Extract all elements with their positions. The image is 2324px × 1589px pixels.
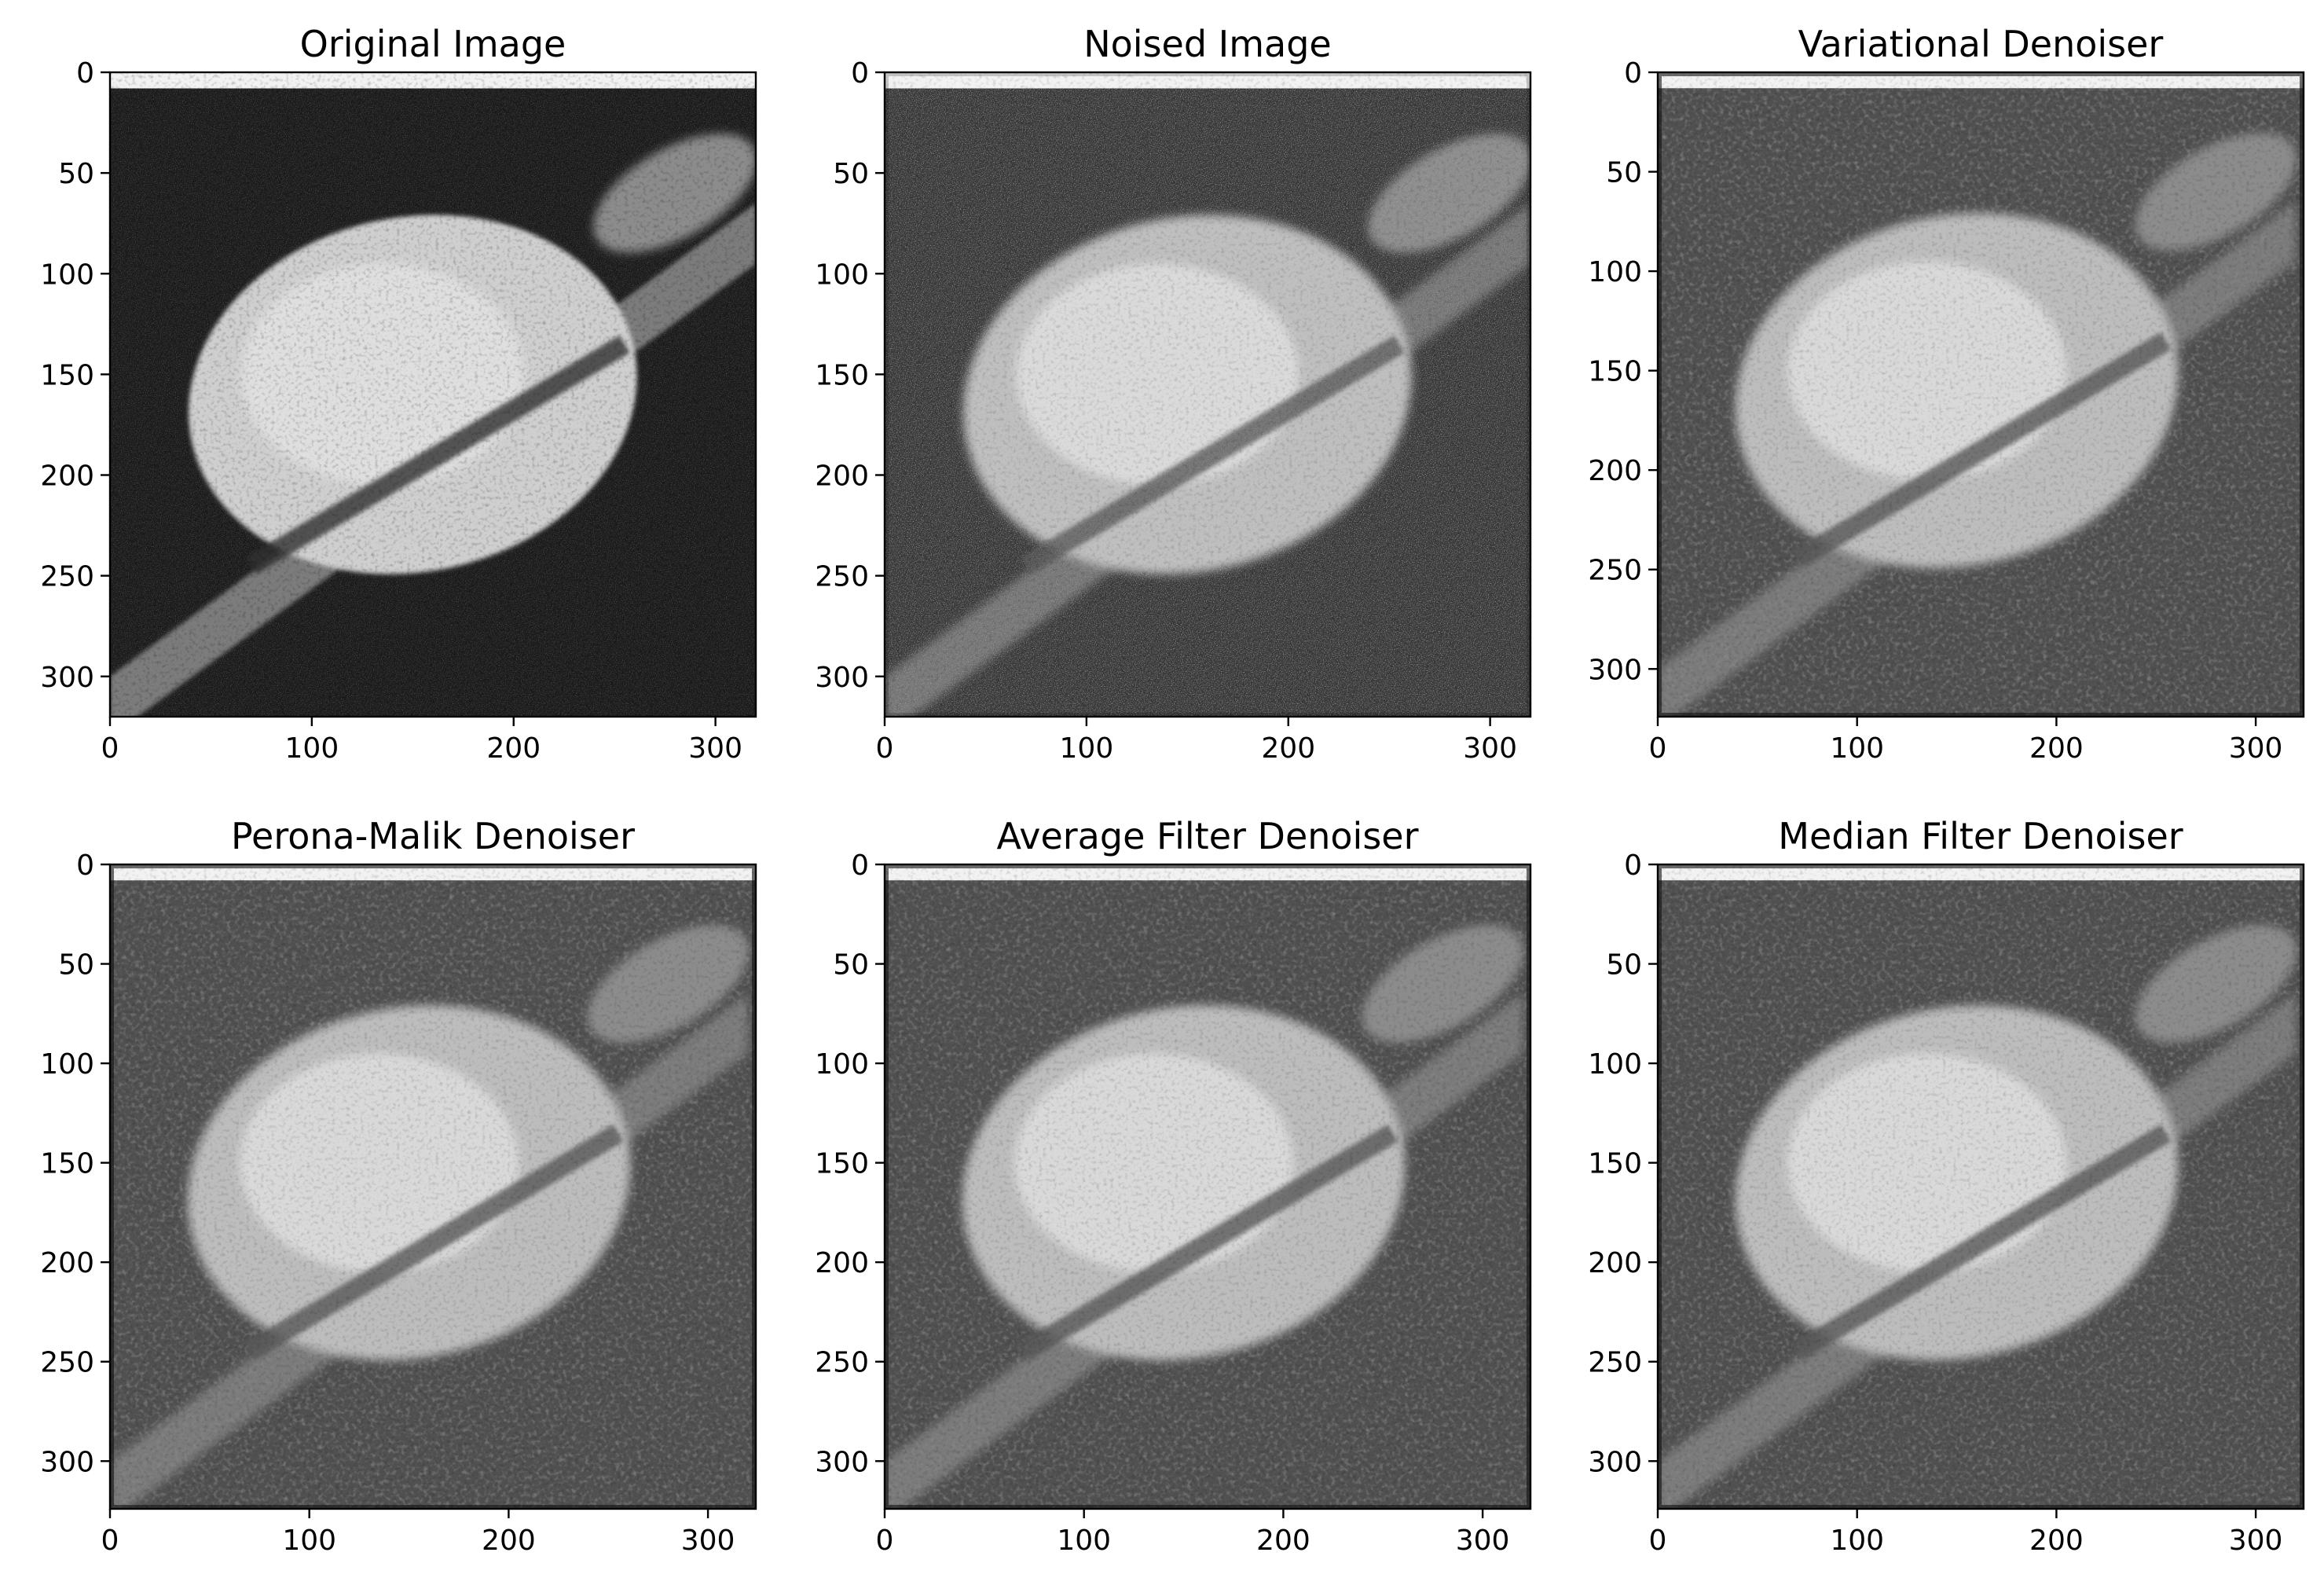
- y-tick-label: 200: [815, 461, 869, 493]
- y-tick-label: 200: [1588, 1247, 1642, 1279]
- x-tick-label: 200: [1256, 1525, 1310, 1557]
- x-tick-label: 0: [1649, 732, 1667, 765]
- x-tick-label: 100: [1830, 732, 1884, 765]
- y-tick-label: 0: [76, 850, 94, 882]
- y-tick-label: 300: [815, 662, 869, 694]
- subplot-5: Average Filter Denoiser 0 100 200 300 0 50 100 1…: [815, 815, 1532, 1557]
- y-tick-label: 150: [40, 359, 94, 391]
- y-tick-label: 50: [58, 949, 94, 982]
- y-tick-label: 50: [1606, 949, 1642, 982]
- subplot-title: Perona-Malik Denoiser: [231, 815, 635, 857]
- axes-frame: [883, 863, 1532, 1510]
- x-tick-label: 300: [2229, 1525, 2283, 1557]
- y-tick-label: 250: [815, 561, 869, 593]
- subplot-title: Variational Denoiser: [1798, 23, 2164, 65]
- y-tick-label: 0: [1624, 57, 1642, 90]
- y-tick-label: 300: [815, 1446, 869, 1478]
- x-tick-label: 300: [1456, 1525, 1510, 1557]
- y-tick-label: 300: [1588, 1446, 1642, 1478]
- x-tick-label: 300: [1463, 732, 1517, 765]
- axes-frame: [883, 71, 1532, 718]
- y-tick-label: 100: [1588, 256, 1642, 288]
- saturn-noised-image: [885, 72, 1530, 717]
- y-tick-label: 200: [40, 461, 94, 493]
- x-tick-label: 100: [1057, 1525, 1111, 1557]
- y-tick-label: 0: [851, 850, 869, 882]
- x-tick-label: 200: [1261, 732, 1315, 765]
- y-tick-label: 0: [76, 57, 94, 90]
- y-tick-label: 300: [40, 662, 94, 694]
- subplot-2: Noised Image 0 100 200 300 0 50 100 150 200 250 300: [815, 23, 1532, 765]
- y-tick-label: 250: [40, 561, 94, 593]
- y-tick-label: 250: [1588, 1347, 1642, 1379]
- y-tick-label: 250: [815, 1347, 869, 1379]
- saturn-variational-image: [1658, 72, 2304, 717]
- saturn-perona-malik-image: [110, 864, 756, 1509]
- subplot-4: Perona-Malik Denoiser 0 100 200 300 0 50 100 150…: [40, 815, 757, 1557]
- y-tick-label: 300: [1588, 654, 1642, 686]
- x-tick-label: 100: [1060, 732, 1114, 765]
- y-tick-label: 150: [815, 1148, 869, 1180]
- y-tick-label: 50: [833, 158, 869, 190]
- y-tick-label: 100: [40, 1048, 94, 1081]
- saturn-average-image: [885, 864, 1530, 1509]
- saturn-median-image: [1658, 864, 2304, 1509]
- y-tick-label: 50: [1606, 157, 1642, 189]
- x-tick-label: 0: [101, 1525, 119, 1557]
- x-tick-label: 300: [681, 1525, 735, 1557]
- y-tick-label: 150: [40, 1148, 94, 1180]
- axes-frame: [108, 863, 757, 1510]
- y-tick-label: 200: [1588, 455, 1642, 487]
- y-tick-label: 100: [815, 1048, 869, 1081]
- y-tick-label: 250: [1588, 555, 1642, 587]
- x-tick-label: 300: [688, 732, 742, 765]
- y-tick-label: 150: [1588, 356, 1642, 388]
- x-tick-label: 0: [876, 1525, 894, 1557]
- x-tick-label: 200: [2029, 1525, 2084, 1557]
- x-tick-label: 300: [2229, 732, 2283, 765]
- x-tick-label: 100: [282, 1525, 336, 1557]
- y-tick-label: 50: [833, 949, 869, 982]
- y-tick-label: 100: [40, 259, 94, 291]
- subplot-title: Original Image: [300, 23, 566, 65]
- subplot-title: Noised Image: [1083, 23, 1332, 65]
- x-tick-label: 0: [101, 732, 119, 765]
- x-tick-label: 100: [285, 732, 339, 765]
- y-tick-label: 200: [815, 1247, 869, 1279]
- x-tick-label: 0: [1649, 1525, 1667, 1557]
- y-tick-label: 150: [815, 359, 869, 391]
- x-tick-label: 200: [482, 1525, 536, 1557]
- y-tick-label: 250: [40, 1347, 94, 1379]
- subplot-6: Median Filter Denoiser 0 100 200 300 0 50 100 15…: [1588, 815, 2305, 1557]
- y-tick-label: 0: [851, 57, 869, 90]
- y-tick-label: 300: [40, 1446, 94, 1478]
- y-tick-label: 100: [1588, 1048, 1642, 1081]
- subplot-title: Average Filter Denoiser: [996, 815, 1418, 857]
- x-tick-label: 200: [486, 732, 541, 765]
- y-tick-label: 100: [815, 259, 869, 291]
- axes-frame: [108, 71, 757, 718]
- y-tick-label: 200: [40, 1247, 94, 1279]
- axes-frame: [1656, 71, 2305, 718]
- axes-frame: [1656, 863, 2305, 1510]
- y-tick-label: 50: [58, 158, 94, 190]
- x-tick-label: 200: [2029, 732, 2084, 765]
- x-tick-label: 0: [876, 732, 894, 765]
- subplot-3: Variational Denoiser 0 100 200 300 0 50 100 150 2…: [1588, 23, 2305, 765]
- y-tick-label: 0: [1624, 850, 1642, 882]
- y-tick-label: 150: [1588, 1148, 1642, 1180]
- x-tick-label: 100: [1830, 1525, 1884, 1557]
- subplot-title: Median Filter Denoiser: [1778, 815, 2183, 857]
- saturn-original-image: [110, 72, 756, 717]
- subplot-1: Original Image 0 100 200 300 0 50 100 150 200 250 3…: [40, 23, 757, 765]
